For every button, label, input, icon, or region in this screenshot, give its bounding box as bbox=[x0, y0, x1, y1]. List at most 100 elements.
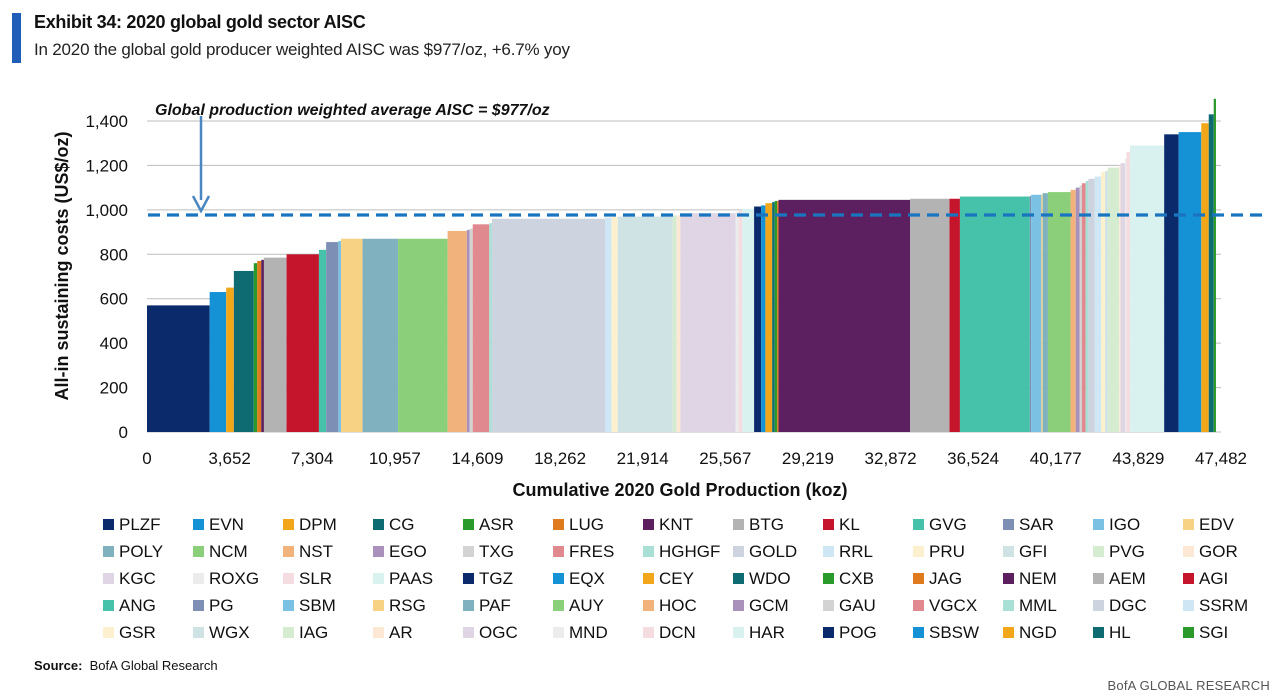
legend-swatch bbox=[193, 519, 204, 530]
bar-sbsw bbox=[1178, 132, 1202, 433]
legend-item-poly: POLY bbox=[103, 538, 193, 565]
y-tick-label: 0 bbox=[119, 423, 128, 442]
legend-label: EVN bbox=[209, 514, 244, 534]
cost-curve-chart: Global production weighted average AISC … bbox=[52, 98, 1262, 500]
bar-roxg bbox=[735, 212, 739, 432]
legend-item-gau: GAU bbox=[823, 592, 913, 619]
y-tick-label: 600 bbox=[100, 290, 128, 309]
legend-item-ang: ANG bbox=[103, 592, 193, 619]
annotation-arrow-head bbox=[191, 195, 211, 214]
bar-igo bbox=[338, 240, 342, 432]
legend-item-vgcx: VGCX bbox=[913, 592, 1003, 619]
legend-swatch bbox=[103, 546, 114, 557]
legend-item-gsr: GSR bbox=[103, 619, 193, 646]
y-tick-label: 1,200 bbox=[85, 156, 128, 175]
legend-item-slr: SLR bbox=[283, 565, 373, 592]
bar-nst bbox=[447, 230, 467, 432]
legend-swatch bbox=[643, 546, 654, 557]
legend-label: HGHGF bbox=[659, 541, 721, 561]
legend-swatch bbox=[373, 573, 384, 584]
legend-swatch bbox=[193, 546, 204, 557]
legend-item-pvg: PVG bbox=[1093, 538, 1183, 565]
legend-item-cxb: CXB bbox=[823, 565, 913, 592]
bar-gfi bbox=[617, 216, 673, 432]
legend-label: PG bbox=[209, 595, 234, 615]
legend-item-asr: ASR bbox=[463, 511, 553, 538]
legend-label: EDV bbox=[1199, 514, 1234, 534]
brand-footer: BofA GLOBAL RESEARCH bbox=[1107, 678, 1270, 693]
bar-hghgf bbox=[489, 223, 492, 432]
x-tick-label: 7,304 bbox=[291, 449, 334, 468]
legend-item-plzf: PLZF bbox=[103, 511, 193, 538]
bar-dpm bbox=[226, 287, 234, 432]
legend-label: DGC bbox=[1109, 595, 1147, 615]
legend-swatch bbox=[1093, 627, 1104, 638]
legend-label: TXG bbox=[479, 541, 514, 561]
legend-swatch bbox=[913, 546, 924, 557]
bar-sbm bbox=[1031, 194, 1042, 432]
legend-swatch bbox=[823, 627, 834, 638]
bar-wdo bbox=[772, 202, 775, 432]
legend-swatch bbox=[823, 546, 834, 557]
bar-gau bbox=[1079, 185, 1082, 432]
legend-label: IAG bbox=[299, 622, 329, 642]
legend-item-rsg: RSG bbox=[373, 592, 463, 619]
x-tick-label: 29,219 bbox=[782, 449, 834, 468]
legend-item-gor: GOR bbox=[1183, 538, 1273, 565]
average-aisc-annotation: Global production weighted average AISC … bbox=[155, 102, 550, 119]
legend-item-btg: BTG bbox=[733, 511, 823, 538]
source-label: Source: bbox=[34, 658, 83, 673]
x-tick-label: 18,262 bbox=[534, 449, 586, 468]
legend-swatch bbox=[1003, 546, 1014, 557]
legend-label: JAG bbox=[929, 568, 963, 588]
legend-label: PLZF bbox=[119, 514, 161, 534]
source-note: Source: BofA Global Research bbox=[34, 658, 218, 673]
chart-title: Exhibit 34: 2020 global gold sector AISC bbox=[34, 12, 366, 32]
legend-label: NEM bbox=[1019, 568, 1057, 588]
legend-item-sar: SAR bbox=[1003, 511, 1093, 538]
y-tick-label: 800 bbox=[100, 245, 128, 264]
bar-rsg bbox=[1041, 194, 1043, 432]
legend-item-nem: NEM bbox=[1003, 565, 1093, 592]
bar-lug bbox=[257, 260, 262, 432]
legend-item-auy: AUY bbox=[553, 592, 643, 619]
legend-swatch bbox=[823, 519, 834, 530]
bar-pg bbox=[1029, 196, 1032, 432]
legend-label: SBM bbox=[299, 595, 336, 615]
legend-item-dgc: DGC bbox=[1093, 592, 1183, 619]
legend-swatch bbox=[643, 573, 654, 584]
legend-swatch bbox=[913, 627, 924, 638]
bar-mnd bbox=[1125, 158, 1127, 432]
legend-item-wgx: WGX bbox=[193, 619, 283, 646]
legend-swatch bbox=[283, 546, 294, 557]
legend-label: DPM bbox=[299, 514, 337, 534]
x-tick-label: 36,524 bbox=[947, 449, 999, 468]
x-tick-label: 40,177 bbox=[1030, 449, 1082, 468]
legend-item-jag: JAG bbox=[913, 565, 1003, 592]
legend-swatch bbox=[1183, 573, 1194, 584]
bar-sgi bbox=[1213, 98, 1216, 432]
bar-auy bbox=[1047, 192, 1071, 432]
legend-item-txg: TXG bbox=[463, 538, 553, 565]
bar-ssrm bbox=[1094, 176, 1102, 432]
bar-group bbox=[147, 98, 1216, 433]
y-tick-label: 400 bbox=[100, 334, 128, 353]
legend-label: NST bbox=[299, 541, 333, 561]
legend-label: SSRM bbox=[1199, 595, 1249, 615]
legend-item-gfi: GFI bbox=[1003, 538, 1093, 565]
x-tick-label: 3,652 bbox=[208, 449, 251, 468]
bar-poly bbox=[362, 238, 399, 432]
legend-item-agi: AGI bbox=[1183, 565, 1273, 592]
legend-swatch bbox=[1183, 546, 1194, 557]
legend-label: AR bbox=[389, 622, 413, 642]
bar-slr bbox=[738, 210, 743, 432]
legend-item-paas: PAAS bbox=[373, 565, 463, 592]
legend-swatch bbox=[553, 573, 564, 584]
y-tick-label: 1,400 bbox=[85, 112, 128, 131]
legend-item-rrl: RRL bbox=[823, 538, 913, 565]
legend-label: HL bbox=[1109, 622, 1131, 642]
legend-label: OGC bbox=[479, 622, 518, 642]
legend-swatch bbox=[373, 546, 384, 557]
x-tick-label: 43,829 bbox=[1112, 449, 1164, 468]
legend-label: CG bbox=[389, 514, 415, 534]
